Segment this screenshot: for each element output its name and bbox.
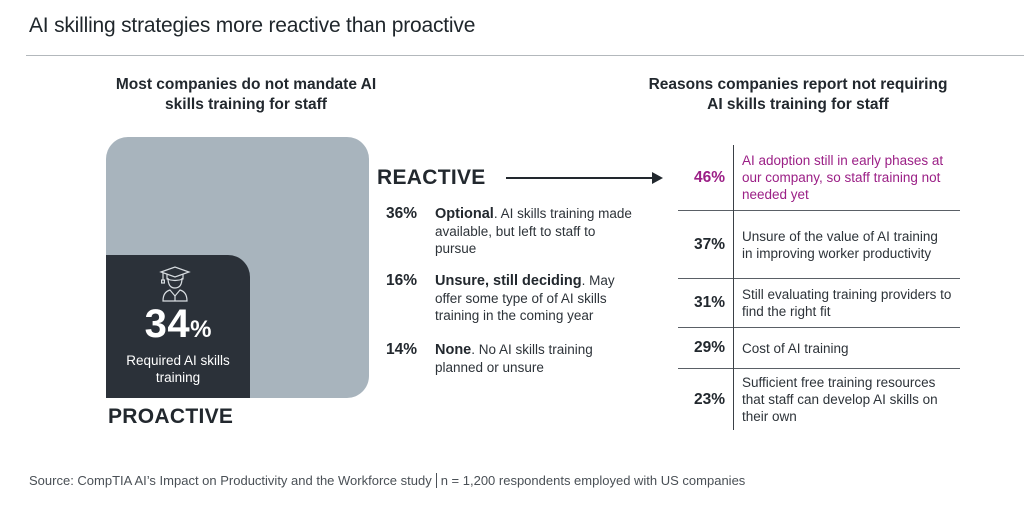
right-chart-title: Reasons companies report not requiring A… <box>648 76 948 113</box>
table-row: 37% Unsure of the value of AI training i… <box>678 211 960 279</box>
reactive-item-pct: 14% <box>386 341 418 358</box>
table-column-divider <box>733 145 734 430</box>
graduate-icon <box>159 266 191 302</box>
reactive-item-pct: 16% <box>386 272 418 289</box>
reactive-item-text: None. No AI skills training planned or u… <box>435 341 625 376</box>
table-row: 46% AI adoption still in early phases at… <box>678 145 960 211</box>
table-row: 31% Still evaluating training providers … <box>678 279 960 328</box>
proactive-value-unit: % <box>190 316 212 343</box>
proactive-value-number: 34 <box>144 302 191 346</box>
arrow-right-icon <box>506 172 663 184</box>
sample-size-text: n = 1,200 respondents employed with US c… <box>440 473 746 488</box>
reactive-item: 14% None. No AI skills training planned … <box>386 341 625 376</box>
proactive-label: PROACTIVE <box>108 405 234 428</box>
table-row-text: Still evaluating training providers to f… <box>742 287 952 319</box>
table-row-pct: 29% <box>693 339 725 356</box>
title-divider <box>26 55 1024 56</box>
table-row: 29% Cost of AI training <box>678 328 960 369</box>
proactive-description: Required AI skills training <box>126 353 230 385</box>
table-row-text: AI adoption still in early phases at our… <box>742 153 944 202</box>
page-title: AI skilling strategies more reactive tha… <box>29 14 476 37</box>
reactive-label: REACTIVE <box>377 166 486 189</box>
source-text: Source: CompTIA AI’s Impact on Productiv… <box>29 473 432 488</box>
reactive-item-bold: Optional <box>435 206 494 222</box>
reactive-item-text: Optional. AI skills training made availa… <box>435 205 635 257</box>
table-row-text: Cost of AI training <box>742 340 849 356</box>
reactive-item-bold: None <box>435 342 472 358</box>
table-row-pct: 37% <box>693 235 725 253</box>
source-note: Source: CompTIA AI’s Impact on Productiv… <box>29 473 745 488</box>
source-separator <box>435 473 437 488</box>
reactive-item: 16% Unsure, still deciding. May offer so… <box>386 272 640 324</box>
reactive-item-text: Unsure, still deciding. May offer some t… <box>435 272 640 324</box>
table-row-pct: 46% <box>693 168 725 186</box>
reactive-item-desc: . May offer some type of of AI skills tr… <box>435 273 615 323</box>
reactive-item-bold: Unsure, still deciding <box>435 273 582 289</box>
reactive-item: 36% Optional. AI skills training made av… <box>386 205 635 257</box>
reactive-item-desc: . AI skills training made available, but… <box>435 206 632 256</box>
table-row-text: Unsure of the value of AI training in im… <box>742 228 938 261</box>
proactive-value: 34% <box>106 302 250 347</box>
left-chart-title: Most companies do not mandate AI skills … <box>115 76 377 113</box>
reactive-item-desc: . No AI skills training planned or unsur… <box>435 342 593 375</box>
proactive-area-square <box>106 255 250 398</box>
reactive-item-pct: 36% <box>386 205 418 222</box>
reasons-table: 46% AI adoption still in early phases at… <box>678 145 960 430</box>
table-row: 23% Sufficient free training resources t… <box>678 369 960 430</box>
table-row-pct: 23% <box>693 390 725 408</box>
table-row-text: Sufficient free training resources that … <box>742 375 938 424</box>
table-row-pct: 31% <box>693 294 725 311</box>
